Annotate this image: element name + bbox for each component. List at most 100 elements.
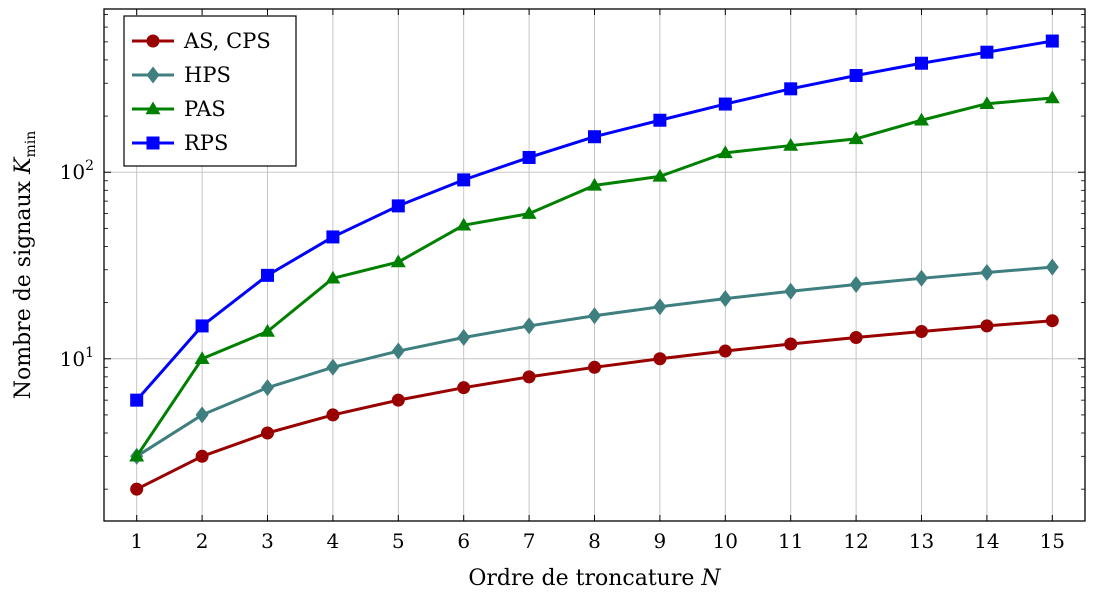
- x-tick-label: 14: [974, 529, 999, 553]
- x-tick-label: 9: [654, 529, 667, 553]
- data-point-rps: [457, 173, 471, 187]
- legend-entry-rps: RPS: [132, 131, 228, 155]
- data-point-hps: [849, 276, 863, 294]
- data-point-pas: [456, 217, 472, 231]
- data-point-as-cps: [849, 331, 863, 345]
- data-point-hps: [784, 282, 798, 300]
- data-point-pas: [521, 206, 537, 219]
- data-point-hps: [261, 379, 274, 397]
- data-point-hps: [1045, 258, 1059, 276]
- data-point-hps: [915, 269, 928, 287]
- series-as-cps: [130, 314, 1059, 496]
- y-tick-label: 101: [60, 345, 94, 371]
- series-lines: [129, 34, 1060, 496]
- data-point-pas: [194, 351, 210, 365]
- y-axis-label-var: K: [11, 156, 36, 175]
- y-axis-label: Nombre de signaux Kmin: [11, 131, 39, 400]
- data-point-hps: [391, 342, 405, 360]
- x-tick-label: 3: [261, 529, 274, 553]
- data-point-rps: [130, 393, 144, 407]
- data-point-as-cps: [261, 426, 274, 440]
- data-point-rps: [718, 97, 732, 111]
- legend-label: PAS: [184, 97, 226, 121]
- data-point-hps: [326, 358, 340, 376]
- data-point-pas: [652, 168, 668, 182]
- data-point-as-cps: [588, 360, 601, 374]
- legend-entry-hps: HPS: [132, 63, 231, 87]
- series-rps: [130, 34, 1059, 407]
- data-point-hps: [980, 264, 994, 282]
- data-point-rps: [588, 130, 601, 144]
- data-point-rps: [195, 319, 209, 333]
- data-point-hps: [588, 307, 601, 325]
- data-point-hps: [522, 317, 536, 335]
- data-point-hps: [195, 406, 209, 424]
- x-tick-label: 15: [1040, 529, 1065, 553]
- x-axis-label-var: N: [700, 566, 721, 591]
- data-point-as-cps: [391, 393, 405, 407]
- y-axis-label-sub: min: [23, 131, 39, 158]
- data-point-as-cps: [522, 370, 536, 384]
- data-point-hps: [653, 298, 667, 316]
- legend-marker: [146, 136, 160, 150]
- legend-marker: [145, 101, 161, 115]
- data-point-as-cps: [915, 325, 928, 339]
- data-point-pas: [260, 324, 275, 337]
- x-tick-label: 7: [523, 529, 536, 553]
- data-point-as-cps: [457, 381, 471, 395]
- legend-marker: [146, 34, 160, 48]
- data-point-pas: [587, 177, 602, 191]
- x-tick-label: 6: [457, 529, 470, 553]
- data-point-pas: [325, 270, 341, 284]
- data-point-pas: [129, 448, 145, 462]
- data-point-rps: [915, 56, 928, 70]
- data-point-pas: [979, 96, 995, 109]
- legend: AS, CPS HPS PAS RPS: [123, 15, 297, 167]
- axis-ticks: [104, 9, 1085, 521]
- legend-label: RPS: [184, 131, 228, 155]
- y-tick-label: 102: [60, 158, 94, 184]
- data-point-rps: [653, 113, 667, 127]
- data-point-rps: [980, 45, 994, 59]
- x-tick-label: 8: [588, 529, 601, 553]
- x-tick-label: 2: [196, 529, 209, 553]
- x-tick-label: 10: [713, 529, 738, 553]
- data-point-as-cps: [1045, 314, 1059, 328]
- data-point-as-cps: [653, 352, 667, 366]
- data-point-pas: [848, 131, 864, 145]
- legend-label: HPS: [184, 63, 231, 87]
- legend-entry-as-cps: AS, CPS: [132, 29, 271, 53]
- data-point-hps: [457, 329, 471, 347]
- data-point-pas: [783, 138, 799, 151]
- x-tick-label: 11: [778, 529, 803, 553]
- legend-marker: [146, 66, 160, 84]
- x-tick-label: 13: [909, 529, 934, 553]
- data-point-rps: [849, 69, 863, 83]
- data-point-hps: [718, 290, 732, 308]
- data-point-as-cps: [784, 337, 798, 351]
- data-point-pas: [914, 112, 929, 126]
- data-point-rps: [784, 82, 798, 96]
- data-point-as-cps: [195, 449, 209, 463]
- data-point-as-cps: [326, 408, 340, 422]
- legend-entry-pas: PAS: [132, 97, 226, 121]
- data-point-rps: [1045, 34, 1059, 48]
- x-tick-label: 5: [392, 529, 405, 553]
- data-point-pas: [717, 145, 733, 159]
- data-point-pas: [390, 254, 406, 268]
- x-tick-label: 1: [130, 529, 143, 553]
- x-tick-label: 12: [843, 529, 868, 553]
- legend-label: AS, CPS: [183, 29, 271, 53]
- data-point-as-cps: [718, 344, 732, 358]
- data-point-rps: [522, 150, 536, 164]
- data-point-rps: [326, 230, 340, 244]
- y-axis-label-text: Nombre de signaux: [11, 174, 36, 399]
- plot-frame: [103, 8, 1086, 522]
- x-axis-label: Ordre de troncature N: [468, 566, 721, 591]
- data-point-as-cps: [130, 482, 144, 496]
- x-tick-label: 4: [327, 529, 340, 553]
- data-point-rps: [391, 199, 405, 213]
